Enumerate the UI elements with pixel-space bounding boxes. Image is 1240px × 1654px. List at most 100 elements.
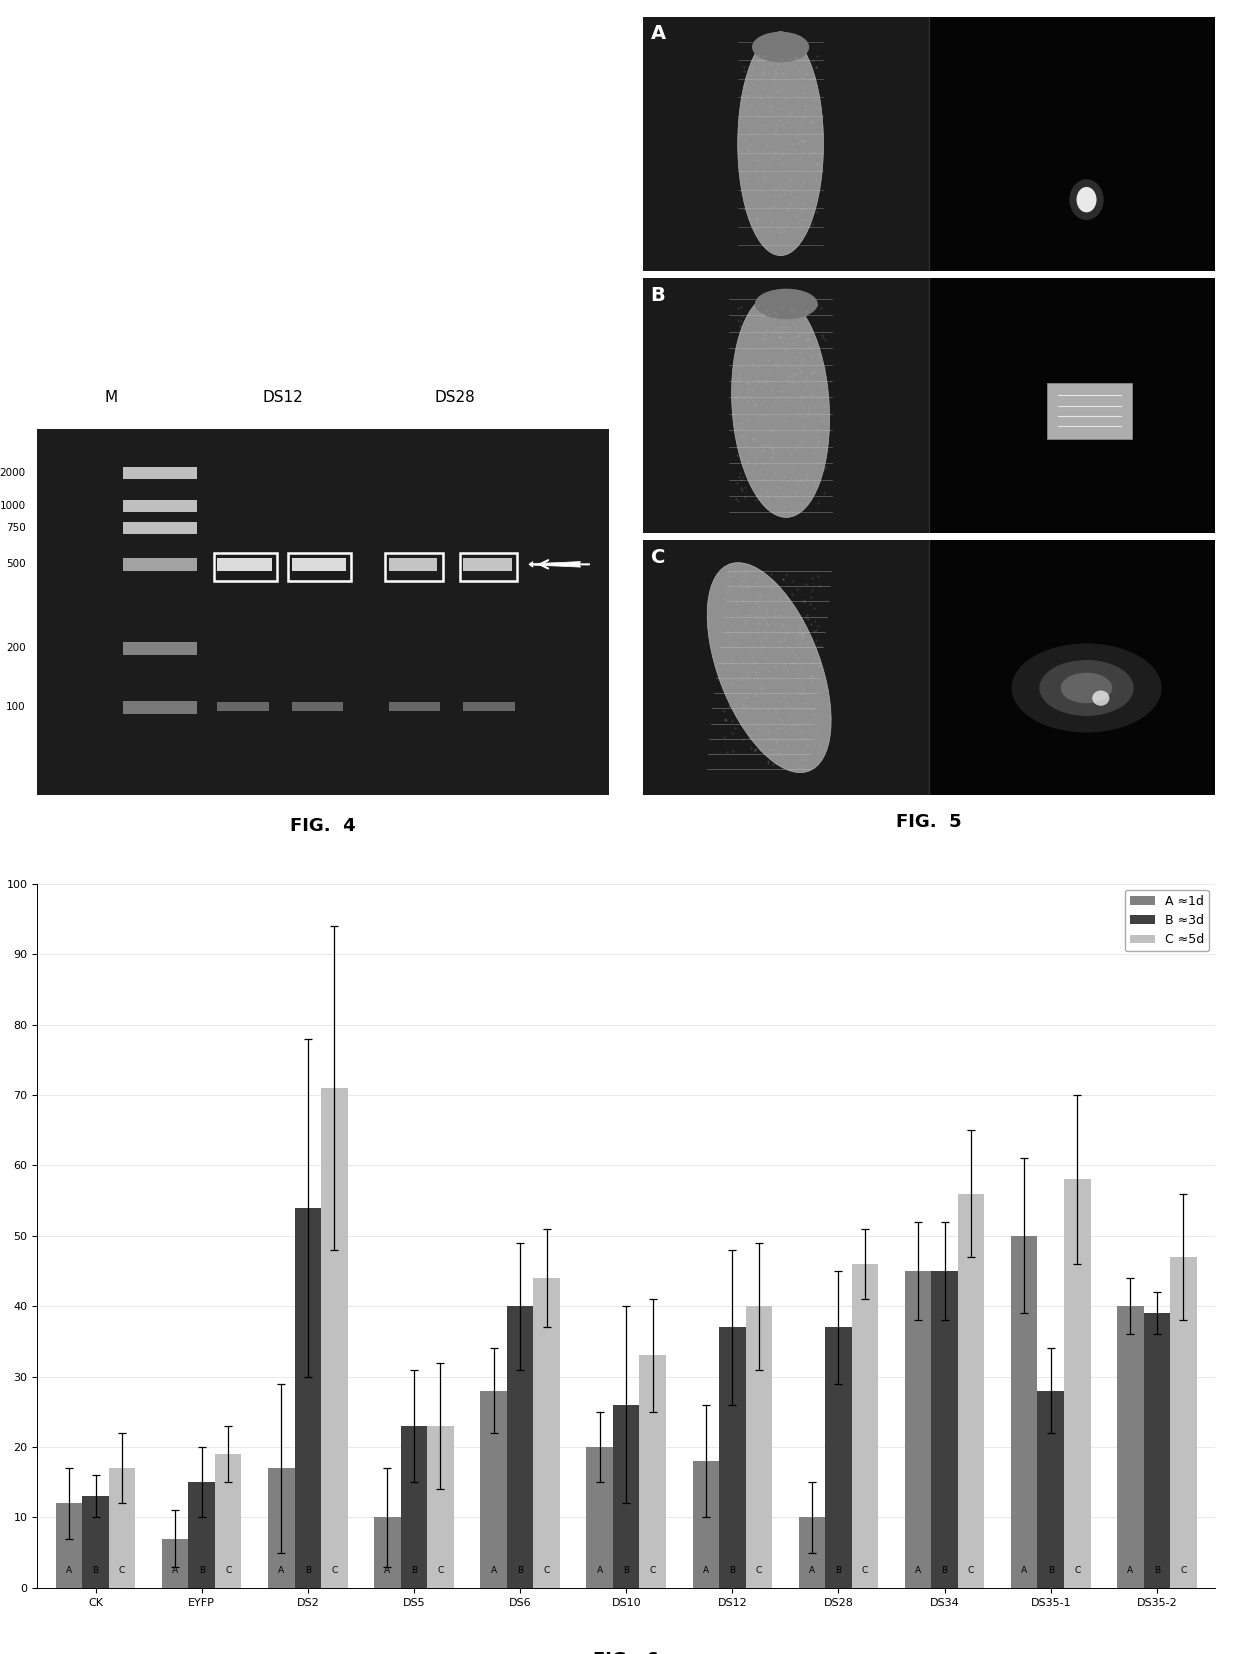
FancyBboxPatch shape (929, 278, 1215, 533)
Bar (640, 1356, 666, 1588)
Legend: A ≈1d, B ≈3d, C ≈5d: A ≈1d, B ≈3d, C ≈5d (1125, 890, 1209, 951)
Text: FIG.  4: FIG. 4 (290, 817, 356, 835)
Text: B: B (517, 1566, 523, 1575)
Bar (957, 1194, 985, 1588)
Bar (188, 1482, 215, 1588)
Bar (428, 1426, 454, 1588)
Text: C: C (968, 1566, 975, 1575)
FancyBboxPatch shape (291, 703, 343, 711)
FancyBboxPatch shape (217, 557, 272, 571)
FancyBboxPatch shape (291, 557, 346, 571)
Ellipse shape (738, 31, 823, 256)
Bar (613, 1404, 640, 1588)
Ellipse shape (707, 562, 831, 772)
Text: A: A (278, 1566, 284, 1575)
Bar (852, 1264, 878, 1588)
Text: C: C (1074, 1566, 1080, 1575)
Bar (321, 1088, 347, 1588)
FancyBboxPatch shape (929, 17, 1215, 271)
FancyBboxPatch shape (464, 557, 512, 571)
Bar (109, 1469, 135, 1588)
Bar (215, 1454, 242, 1588)
FancyBboxPatch shape (389, 703, 440, 711)
Bar (799, 1517, 825, 1588)
FancyBboxPatch shape (37, 428, 609, 796)
Text: C: C (226, 1566, 232, 1575)
FancyBboxPatch shape (123, 466, 197, 480)
Text: A: A (66, 1566, 72, 1575)
FancyBboxPatch shape (929, 541, 1215, 796)
Text: A: A (1127, 1566, 1133, 1575)
Ellipse shape (1092, 690, 1110, 706)
Bar (268, 1469, 295, 1588)
Text: A: A (703, 1566, 709, 1575)
Text: FIG.  5: FIG. 5 (897, 812, 962, 830)
FancyBboxPatch shape (123, 500, 197, 513)
Text: B: B (624, 1566, 629, 1575)
Text: B: B (198, 1566, 205, 1575)
Ellipse shape (1060, 673, 1112, 703)
Bar (533, 1279, 560, 1588)
FancyBboxPatch shape (217, 703, 269, 711)
Text: B: B (651, 286, 665, 304)
Ellipse shape (1039, 660, 1133, 716)
Text: 100: 100 (6, 701, 26, 711)
Bar (1038, 1391, 1064, 1588)
FancyBboxPatch shape (1047, 382, 1132, 438)
Text: 750: 750 (6, 523, 26, 533)
FancyBboxPatch shape (644, 541, 929, 796)
Bar (295, 1207, 321, 1588)
Text: C: C (119, 1566, 125, 1575)
Bar (825, 1327, 852, 1588)
Bar (401, 1426, 428, 1588)
Text: DS12: DS12 (263, 390, 304, 405)
FancyBboxPatch shape (644, 17, 929, 271)
Bar (905, 1270, 931, 1588)
Text: A: A (808, 1566, 815, 1575)
Ellipse shape (732, 294, 830, 518)
Text: C: C (651, 547, 665, 567)
Text: B: B (1153, 1566, 1159, 1575)
Text: 200: 200 (6, 643, 26, 653)
Ellipse shape (1076, 187, 1096, 212)
Bar (745, 1307, 773, 1588)
FancyBboxPatch shape (123, 701, 197, 713)
Text: M: M (105, 390, 118, 405)
Bar (692, 1460, 719, 1588)
FancyBboxPatch shape (123, 642, 197, 655)
Bar (162, 1538, 188, 1588)
Text: A: A (384, 1566, 391, 1575)
FancyBboxPatch shape (123, 557, 197, 571)
Text: B: B (410, 1566, 417, 1575)
Text: C: C (1180, 1566, 1187, 1575)
Text: A: A (491, 1566, 496, 1575)
Bar (719, 1327, 745, 1588)
Text: C: C (438, 1566, 444, 1575)
Text: A: A (172, 1566, 179, 1575)
Ellipse shape (1012, 643, 1162, 733)
Text: B: B (1048, 1566, 1054, 1575)
Text: B: B (836, 1566, 842, 1575)
Text: A: A (596, 1566, 603, 1575)
Bar (587, 1447, 613, 1588)
Text: C: C (755, 1566, 763, 1575)
Bar (1011, 1236, 1038, 1588)
Text: A: A (915, 1566, 921, 1575)
Text: C: C (543, 1566, 549, 1575)
Text: C: C (862, 1566, 868, 1575)
FancyBboxPatch shape (123, 521, 197, 534)
Bar (1143, 1313, 1171, 1588)
FancyBboxPatch shape (464, 703, 515, 711)
FancyBboxPatch shape (389, 557, 438, 571)
Text: DS28: DS28 (434, 390, 475, 405)
Bar (480, 1391, 507, 1588)
Text: B: B (941, 1566, 947, 1575)
Bar (56, 1503, 82, 1588)
Ellipse shape (1069, 179, 1104, 220)
Text: 2000: 2000 (0, 468, 26, 478)
Text: C: C (331, 1566, 337, 1575)
Text: 500: 500 (6, 559, 26, 569)
Text: B: B (305, 1566, 311, 1575)
Ellipse shape (751, 31, 810, 63)
FancyBboxPatch shape (644, 278, 929, 533)
